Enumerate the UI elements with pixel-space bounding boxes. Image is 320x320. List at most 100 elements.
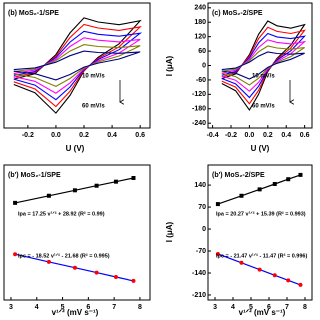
y-tick-label: 120 [194,33,206,40]
point [94,183,99,188]
y-tick-label: 140 [194,182,206,189]
x-tick-label: 0.6 [300,132,310,139]
point [272,181,277,186]
fit-line [217,253,301,286]
point [72,265,77,270]
fit-equation: Ipc = - 18.52 v¹ᐟ² - 21.68 (R² = 0.995) [18,252,110,259]
cv-curve [221,20,306,112]
y-tick-label: -210 [192,292,206,299]
panel-title: (b') MoS₂-2/SPE [212,172,265,179]
x-tick-label: 0.0 [245,132,255,139]
fit-line [14,253,134,282]
x-tick-label: 0.6 [135,132,145,139]
x-tick-label: 5 [249,304,253,311]
x-tick-label: 0.4 [107,132,117,139]
x-axis-label: v¹ᐟ² (mV s⁻¹) [239,308,286,317]
y-tick-label: -180 [192,106,206,113]
point [298,282,303,287]
plot-area [221,20,307,112]
x-axis-label: U (V) [66,144,85,153]
y-tick-label: -140 [192,270,206,277]
cv-curve [221,39,307,92]
x-axis-label: v¹ᐟ² (mV s⁻¹) [52,308,99,317]
cv-curve [221,51,305,80]
point [257,267,262,272]
point [46,193,51,198]
plot-area [215,172,303,287]
point [113,179,118,184]
x-tick-label: -0.2 [225,132,237,139]
point [272,273,277,278]
x-axis-label: U (V) [251,144,270,153]
x-tick-label: 6 [267,304,271,311]
y-tick-label: -70 [196,248,206,255]
panel-title: (c) MoS₂-2/SPE [212,10,263,17]
x-tick-label: 8 [303,304,307,311]
point [94,270,99,275]
y-tick-label: 180 [194,19,206,26]
fit-equation: Ipc = - 21.47 v¹ᐟ² - 11.47 (R² = 0.996) [216,252,307,259]
fit-line [14,177,134,204]
point [215,251,220,256]
y-tick-label: 60 [198,48,206,55]
y-tick-label: 0 [202,62,206,69]
x-tick-label: 0.2 [79,132,89,139]
plot-frame [207,164,313,301]
fit-equation: Ipa = 17.25 v¹ᐟ² + 28.92 (R² = 0.99) [18,210,105,217]
cv-curve [13,44,141,88]
panel-title: (b) MoS₂-1/SPE [8,10,59,17]
cv-curve [13,50,141,81]
y-tick-label: -120 [192,91,206,98]
y-tick-label: 0 [202,226,206,233]
fit-line [217,174,301,205]
y-tick-label: -240 [192,120,206,127]
plot-area [13,175,136,283]
point [72,188,77,193]
annotation: 60 mV/s [252,104,275,110]
annotation: 60 mV/s [82,104,105,110]
point [286,278,291,283]
x-tick-label: 7 [112,304,116,311]
x-tick-label: 7 [285,304,289,311]
plot-frame [3,164,151,301]
panel-title: (b') MoS₂-1/SPE [8,172,61,179]
x-tick-label: 8 [138,304,142,311]
cv-curve [221,26,306,105]
y-tick-label: -60 [196,77,206,84]
x-tick-label: 4 [35,304,39,311]
x-tick-label: 4 [231,304,235,311]
point [13,200,18,205]
cv-curve [13,17,142,114]
y-axis-label: I (μA) [165,55,174,76]
cv-curve [221,32,307,99]
point [286,177,291,182]
point [131,175,136,180]
x-tick-label: 5 [61,304,65,311]
x-tick-label: -0.2 [22,132,34,139]
y-tick-label: 70 [198,204,206,211]
point [46,259,51,264]
x-tick-label: 3 [9,304,13,311]
x-tick-label: 0.2 [263,132,273,139]
x-tick-label: 0.4 [281,132,291,139]
x-tick-label: -0.4 [207,132,219,139]
plot-frame [3,2,151,129]
cv-curve [13,23,142,108]
point [298,172,303,177]
plot-area [13,17,143,114]
point [113,274,118,279]
cv-curve [13,30,143,101]
annotation: 10 mV/s [82,74,105,80]
annotation: 10 mV/s [252,74,275,80]
x-tick-label: 3 [213,304,217,311]
point [215,202,220,207]
point [131,278,136,283]
point [257,187,262,192]
x-tick-label: 0.0 [51,132,61,139]
point [239,260,244,265]
point [13,252,18,257]
x-tick-label: 6 [86,304,90,311]
y-tick-label: 240 [194,5,206,12]
fit-equation: Ipa = 20.27 v¹ᐟ² + 15.39 (R² = 0.993) [216,210,306,217]
